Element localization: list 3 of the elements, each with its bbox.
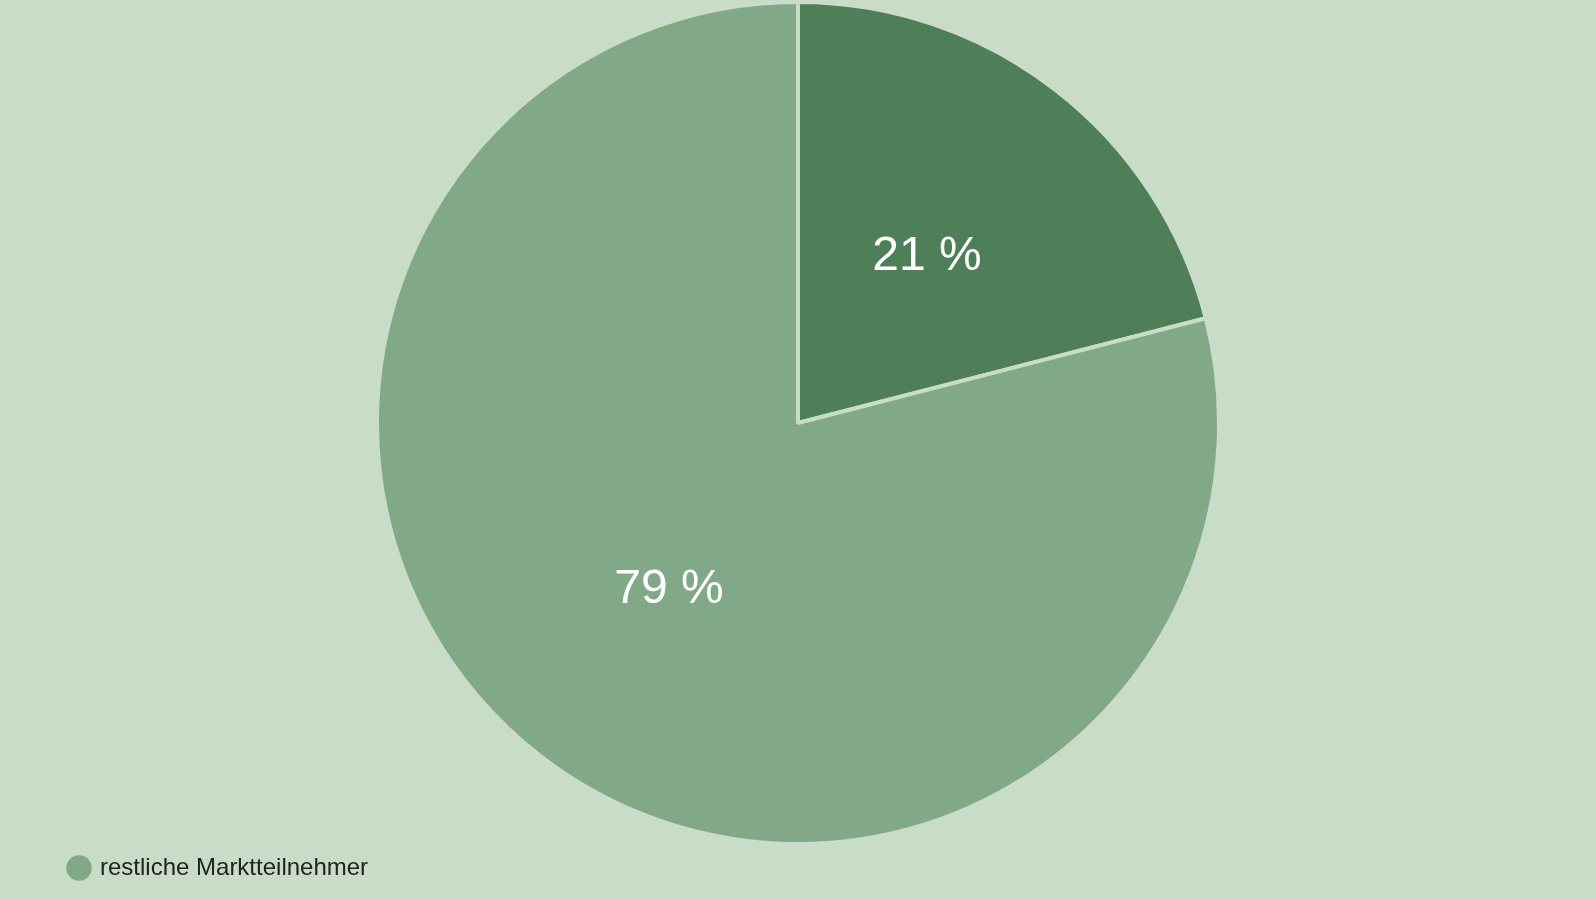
data-label: 79 % xyxy=(614,559,724,613)
data-label: 21 % xyxy=(872,226,982,280)
legend-label: restliche Marktteilnehmer xyxy=(100,852,369,880)
